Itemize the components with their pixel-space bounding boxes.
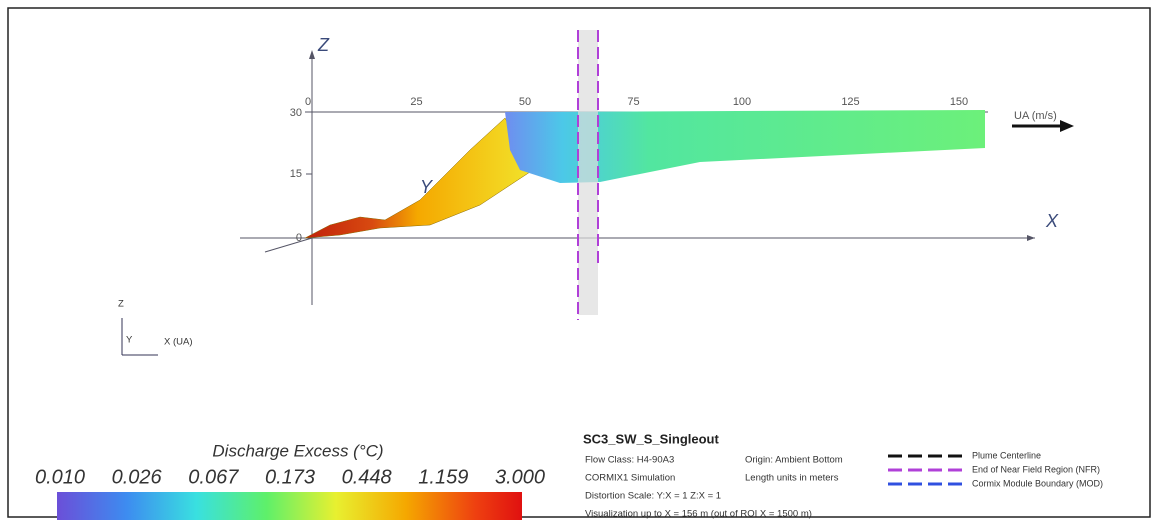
info-line: Distortion Scale: Y:X = 1 Z:X = 1: [585, 491, 721, 502]
orientation-z: Z: [118, 299, 124, 310]
x-tick-label: 75: [627, 96, 639, 108]
info-line: Visualization up to X = 156 m (out of RO…: [585, 509, 812, 520]
info-line: Origin: Ambient Bottom: [745, 455, 843, 466]
colorbar-label: 3.000: [495, 466, 545, 488]
legend-label: End of Near Field Region (NFR): [972, 464, 1100, 474]
info-title: SC3_SW_S_Singleout: [583, 431, 719, 446]
nfr-lines: [577, 30, 599, 320]
x-tick-label: 100: [733, 96, 751, 108]
z-label: Z: [317, 35, 330, 55]
legend-lines: [888, 454, 962, 486]
colorbar-label: 1.159: [418, 466, 468, 488]
x-tick-label: 50: [519, 96, 531, 108]
plume-far: [505, 110, 985, 183]
legend-label: Plume Centerline: [972, 450, 1041, 460]
x-tick-label: 25: [410, 96, 422, 108]
colorbar-label: 0.026: [112, 466, 163, 488]
z-arrow: [309, 50, 315, 59]
x-tick-label: 0: [305, 96, 311, 108]
colorbar-label: 0.173: [265, 466, 315, 488]
x-arrow: [1027, 235, 1035, 241]
colorbar-label: 0.010: [35, 466, 85, 488]
info-line: Flow Class: H4-90A3: [585, 455, 674, 466]
z-tick-label: 15: [290, 168, 302, 180]
colorbar: [57, 492, 522, 520]
x-label: X: [1045, 211, 1059, 231]
frame: [7, 7, 1151, 518]
z-tick-label: 0: [296, 232, 302, 244]
info-line: Length units in meters: [745, 473, 839, 484]
legend-label: Cormix Module Boundary (MOD): [972, 478, 1103, 488]
colorbar-label: 0.448: [342, 466, 392, 488]
nfr-band: [578, 30, 598, 315]
y-label: Y: [420, 177, 434, 197]
x-tick-label: 125: [841, 96, 859, 108]
ua-arrow: [1012, 120, 1074, 132]
x-tick-label: 150: [950, 96, 968, 108]
z-tick-label: 30: [290, 107, 302, 119]
orientation-x: X (UA): [164, 337, 193, 348]
info-line: CORMIX1 Simulation: [585, 473, 675, 484]
orientation-y: Y: [126, 335, 133, 346]
colorbar-label: 0.067: [188, 466, 239, 488]
colorbar-title: Discharge Excess (°C): [212, 441, 383, 460]
ua-label: UA (m/s): [1014, 110, 1057, 122]
orientation-icon: [121, 318, 158, 356]
plume-near: [304, 117, 531, 239]
